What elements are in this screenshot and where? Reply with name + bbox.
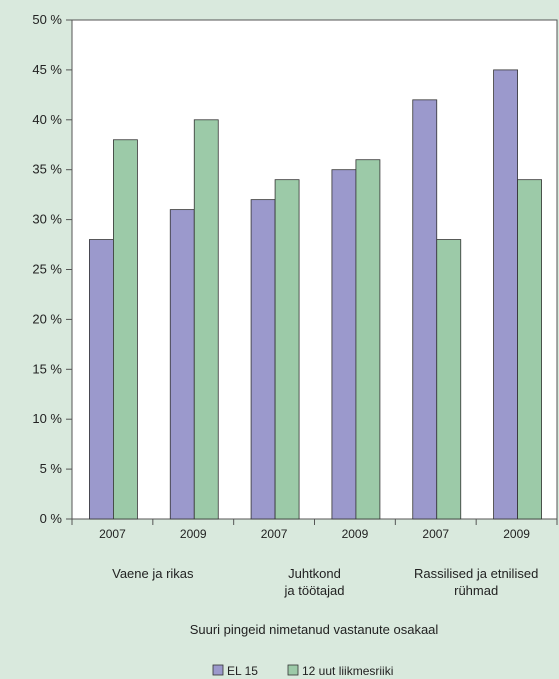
y-tick-label: 30 %	[32, 212, 62, 227]
bar-el15-3	[331, 169, 357, 520]
legend-swatch	[287, 664, 299, 676]
x-year-label: 2009	[342, 527, 369, 541]
group-label: Vaene ja rikas	[112, 566, 194, 581]
y-axis: 0 % 5 % 10 % 15 % 20 % 25 % 30 % 35 % 40 % 45 % 50…	[32, 12, 72, 526]
plot-area	[71, 19, 558, 520]
bar-uued-0	[113, 139, 138, 520]
legend-label: 12 uut liikmesriiki	[302, 664, 393, 678]
y-tick-label: 50 %	[32, 12, 62, 27]
y-tick-label: 20 %	[32, 311, 62, 326]
group-labels: Vaene ja rikas Juhtkond ja töötajad Rassili…	[112, 566, 538, 598]
legend: EL 15 12 uut liikmesriiki	[212, 664, 393, 678]
y-tick-label: 10 %	[32, 411, 62, 426]
group-label: ja töötajad	[284, 583, 345, 598]
x-year-label: 2007	[99, 527, 126, 541]
bar-uued-5	[517, 179, 542, 520]
bar-uued-1	[193, 119, 219, 520]
bar-el15-1	[169, 209, 195, 520]
y-tick-label: 35 %	[32, 162, 62, 177]
bar-uued-2	[274, 179, 300, 520]
bar-el15-2	[250, 199, 276, 520]
group-label: Rassilised ja etnilised	[414, 566, 538, 581]
bar-el15-0	[89, 239, 114, 520]
bar-el15-5	[493, 69, 518, 520]
y-tick-label: 5 %	[40, 461, 63, 476]
y-tick-label: 0 %	[40, 511, 63, 526]
y-tick-label: 40 %	[32, 112, 62, 127]
x-year-label: 2007	[261, 527, 288, 541]
x-year-label: 2009	[503, 527, 530, 541]
x-axis: 2007 2009 2007 2009 2007 2009	[71, 519, 558, 541]
y-tick-label: 15 %	[32, 361, 62, 376]
x-axis-caption: Suuri pingeid nimetanud vastanute osakaa…	[190, 622, 439, 637]
bar-el15-4	[412, 99, 438, 520]
y-tick-label: 45 %	[32, 62, 62, 77]
bar-uued-4	[436, 239, 462, 520]
x-year-label: 2009	[180, 527, 207, 541]
group-label: Juhtkond	[288, 566, 341, 581]
group-label: rühmad	[454, 583, 498, 598]
bars	[89, 69, 542, 520]
y-tick-label: 25 %	[32, 262, 62, 277]
bar-uued-3	[355, 159, 381, 520]
legend-swatch	[212, 664, 224, 676]
legend-label: EL 15	[227, 664, 258, 678]
x-year-label: 2007	[422, 527, 449, 541]
